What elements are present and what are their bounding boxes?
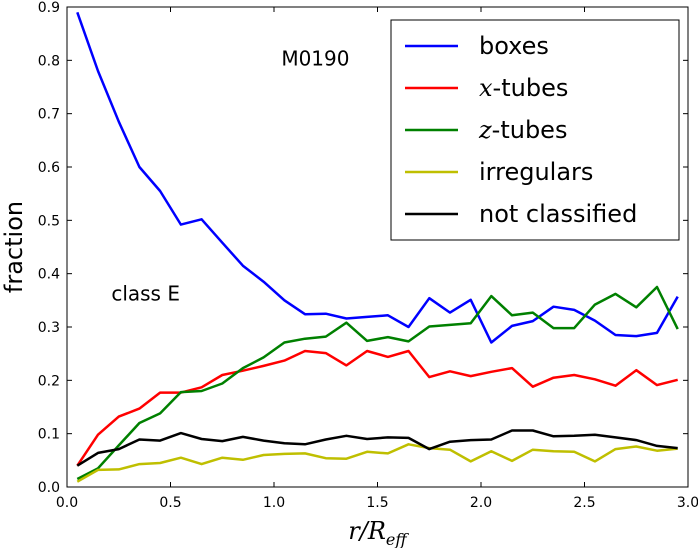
legend-label-not-classified: not classified	[479, 200, 637, 228]
x-tick-label: 2.5	[573, 495, 595, 511]
y-tick-label: 0.6	[38, 160, 60, 176]
legend-label-text: irregulars	[479, 158, 593, 186]
legend-label-boxes: boxes	[479, 32, 549, 60]
y-tick-label: 0.7	[38, 107, 60, 123]
y-tick-label: 0.3	[38, 320, 60, 336]
x-tick-label: 1.5	[366, 495, 388, 511]
y-tick-label: 0.5	[38, 213, 60, 229]
x-axis-label-subscript: eff	[386, 530, 409, 548]
x-axis-label-main: r/R	[348, 517, 386, 545]
y-tick-label: 0.8	[38, 53, 60, 69]
series-line-boxes	[76, 11, 679, 344]
x-tick-label: 0.5	[159, 495, 181, 511]
x-tick-label: 3.0	[677, 495, 698, 511]
legend-label-z-tubes: z-tubes	[478, 116, 567, 144]
legend-label-math: z	[478, 116, 492, 144]
y-axis-label: fraction	[0, 201, 28, 293]
x-axis-label: r/Reff	[348, 517, 409, 548]
legend-label-irregulars: irregulars	[479, 158, 593, 186]
legend-label-text: not classified	[479, 200, 637, 228]
series-line-z-tubes	[76, 285, 679, 481]
x-tick-label: 1.0	[263, 495, 285, 511]
x-tick-label: 0.0	[56, 495, 78, 511]
annotation-model-name: M0190	[281, 47, 349, 71]
series-line-x-tubes	[76, 349, 679, 467]
y-tick-label: 0.4	[38, 267, 60, 283]
legend-label-math: x	[479, 74, 493, 102]
y-tick-label: 0.9	[38, 0, 60, 16]
legend-label-text: -tubes	[492, 116, 568, 144]
series-layer	[76, 11, 679, 483]
x-tick-label: 2.0	[470, 495, 492, 511]
series-line-not-classified	[76, 429, 678, 467]
annotations: M0190 class E	[111, 47, 349, 306]
annotation-class-label: class E	[111, 281, 180, 305]
axis-labels: fraction r/Reff	[0, 201, 409, 548]
y-tick-label: 0.1	[38, 427, 60, 443]
series-line-irregulars	[76, 443, 678, 483]
y-tick-label: 0.2	[38, 373, 60, 389]
axis-ticks: 0.0 0.5 1.0 1.5 2.0 2.5 3.0 0.0 0.1 0.2 0.3 0.4 0.5 0…	[38, 0, 698, 511]
y-tick-label: 0.0	[38, 480, 60, 496]
legend-label-text: -tubes	[493, 74, 569, 102]
legend-label-text: boxes	[479, 32, 549, 60]
legend-label-x-tubes: x-tubes	[479, 74, 568, 102]
